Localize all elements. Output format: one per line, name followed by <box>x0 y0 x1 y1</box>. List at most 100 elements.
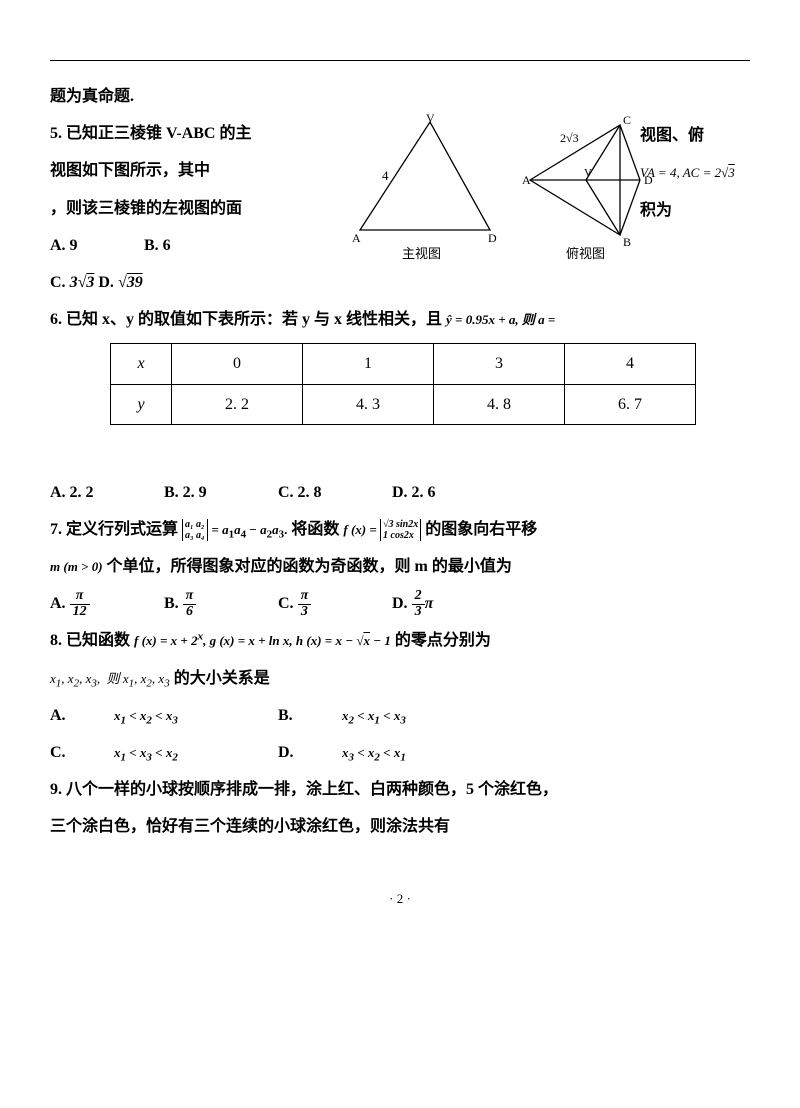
q7-Cn: π <box>298 589 312 605</box>
table-row: y 2. 2 4. 3 4. 8 6. 7 <box>111 384 696 424</box>
q7-B-frac: π6 <box>183 589 197 619</box>
q8-tail: 的零点分别为 <box>395 632 491 649</box>
det2: √3 sin2x 1 cos2x <box>380 519 421 541</box>
q5-opts-cd: C. 3√3 D. √39 <box>50 265 750 300</box>
q8-B-lab: B. <box>278 698 338 733</box>
lbl-V1: V <box>426 111 435 125</box>
q6-table: x 0 1 3 4 y 2. 2 4. 3 4. 8 6. 7 <box>110 343 696 424</box>
q7-l2t: 个单位，所得图象对应的函数为奇函数，则 m 的最小值为 <box>107 558 512 575</box>
q7-A: A. π12 <box>50 586 160 621</box>
y0: 2. 2 <box>172 384 303 424</box>
q7-B: B. π6 <box>164 586 274 621</box>
q6-C: C. 2. 8 <box>278 475 388 510</box>
page-number: · 2 · <box>50 885 750 914</box>
q9-l1: 9. 八个一样的小球按顺序排成一排，涂上红、白两种颜色，5 个涂红色， <box>50 772 750 807</box>
q7-pre: 7. 定义行列式运算 <box>50 521 178 538</box>
det1-r2: a₃ a₄ <box>185 530 204 541</box>
q6-opts: A. 2. 2 B. 2. 9 C. 2. 8 D. 2. 6 <box>50 475 750 510</box>
y1: 4. 3 <box>303 384 434 424</box>
q6-stem: 6. 已知 x、y 的取值如下表所示：若 y 与 x 线性相关，且 ŷ = 0.… <box>50 302 750 337</box>
q5-l2: 视图如下图所示，其中 <box>50 153 330 188</box>
x1: 1 <box>303 344 434 384</box>
q7-opts: A. π12 B. π6 C. π3 D. 23π <box>50 586 750 621</box>
q8-C-lab: C. <box>50 735 110 770</box>
q8-D: x3 < x2 < x1 <box>342 745 406 760</box>
q7-l2: m (m > 0) 个单位，所得图象对应的函数为奇函数，则 m 的最小值为 <box>50 549 750 584</box>
q8-opts-ab: A. x1 < x2 < x3 B. x2 < x1 < x3 <box>50 698 750 733</box>
q7-f: f (x) = <box>343 522 380 537</box>
q8-C: x1 < x3 < x2 <box>114 739 274 770</box>
q5-D-pre: D. <box>98 274 118 291</box>
q8-l1: 8. 已知函数 f (x) = x + 2x, g (x) = x + ln x… <box>50 623 750 658</box>
q7-Dd: 3 <box>412 605 425 620</box>
xh: x <box>111 344 172 384</box>
q8-stem: 8. 已知函数 <box>50 632 134 649</box>
q7-A-lab: A. <box>50 586 66 621</box>
q7-D-suf: π <box>425 586 434 621</box>
q5-l1: 5. 已知正三棱锥 V-ABC 的主 <box>50 116 330 151</box>
q7-C-frac: π3 <box>298 589 312 619</box>
yh: y <box>111 384 172 424</box>
q5: 5. 已知正三棱锥 V-ABC 的主 视图如下图所示，其中 ，则该三棱锥的左视图… <box>50 116 750 300</box>
q7-D: D. 23π <box>392 586 502 621</box>
det1-r1: a₁ a₂ <box>185 519 204 530</box>
lbl-C2: C <box>623 113 631 127</box>
q8-rel: 的大小关系是 <box>174 670 270 687</box>
views-svg: V A D 4 主视图 A C B D V 2√3 俯视图 <box>340 110 660 265</box>
q7-deteq: = a1a4 − a2a3. <box>212 522 288 537</box>
table-row: x 0 1 3 4 <box>111 344 696 384</box>
det2-r1: √3 sin2x <box>383 519 418 530</box>
q5-C-math: 3√3 <box>70 274 95 291</box>
q7-Cd: 3 <box>298 605 312 620</box>
lbl-V2: V <box>584 167 592 179</box>
q5-D-math: √39 <box>118 274 143 291</box>
q7-Ad: 12 <box>70 605 90 620</box>
q7-tail: 的图象向右平移 <box>425 521 537 538</box>
q9-l2: 三个涂白色，恰好有三个连续的小球涂红色，则涂法共有 <box>50 809 750 844</box>
top-label: 俯视图 <box>566 246 605 261</box>
q7-B-lab: B. <box>164 586 179 621</box>
q8-A-lab: A. <box>50 698 110 733</box>
q8-fns: f (x) = x + 2x, g (x) = x + ln x, h (x) … <box>134 633 391 648</box>
edge-4: 4 <box>382 168 389 183</box>
q7-m: m (m > 0) <box>50 559 103 574</box>
q6-A: A. 2. 2 <box>50 475 160 510</box>
q6-B: B. 2. 9 <box>164 475 274 510</box>
x2: 3 <box>434 344 565 384</box>
top-rule <box>50 60 750 61</box>
q6-D: D. 2. 6 <box>392 475 502 510</box>
lbl-A1: A <box>352 231 361 245</box>
edge-2r3: 2√3 <box>560 131 579 145</box>
q7-C-lab: C. <box>278 586 294 621</box>
q6-eq: ŷ = 0.95x + a, 则 a = <box>446 312 555 327</box>
det1: a₁ a₂ a₃ a₄ <box>182 519 207 541</box>
q7-D-lab: D. <box>392 586 408 621</box>
q8-l2: x1, x2, x3, 则 x1, x2, x3 的大小关系是 <box>50 661 750 696</box>
y3: 6. 7 <box>565 384 696 424</box>
q5-l3: ，则该三棱锥的左视图的面 <box>50 191 330 226</box>
q8-D-lab: D. <box>278 735 338 770</box>
det2-r2: 1 cos2x <box>383 530 418 541</box>
main-label: 主视图 <box>402 246 441 261</box>
q7-Bn: π <box>183 589 197 605</box>
q7-Bd: 6 <box>183 605 197 620</box>
y2: 4. 8 <box>434 384 565 424</box>
x0: 0 <box>172 344 303 384</box>
q6-stem-t: 6. 已知 x、y 的取值如下表所示：若 y 与 x 线性相关，且 <box>50 311 442 328</box>
q7-A-frac: π12 <box>70 589 90 619</box>
lbl-D2: D <box>644 173 653 187</box>
q5-C-pre: C. <box>50 274 70 291</box>
q7-Dn: 2 <box>412 589 425 605</box>
prev-fragment: 题为真命题. <box>50 79 750 114</box>
lbl-D1: D <box>488 231 497 245</box>
q7-An: π <box>70 589 90 605</box>
lbl-B2: B <box>623 235 631 249</box>
q5-figure: V A D 4 主视图 A C B D V 2√3 俯视图 <box>340 110 660 265</box>
q7-l1: 7. 定义行列式运算 a₁ a₂ a₃ a₄ = a1a4 − a2a3. 将函… <box>50 512 750 547</box>
q7-D-frac: 23 <box>412 589 425 619</box>
q8-A: x1 < x2 < x3 <box>114 702 274 733</box>
q7-mid: 将函数 <box>291 521 339 538</box>
q7-C: C. π3 <box>278 586 388 621</box>
q8-xs: x1, x2, x3, 则 x1, x2, x3 <box>50 671 170 686</box>
lbl-A2: A <box>522 173 531 187</box>
